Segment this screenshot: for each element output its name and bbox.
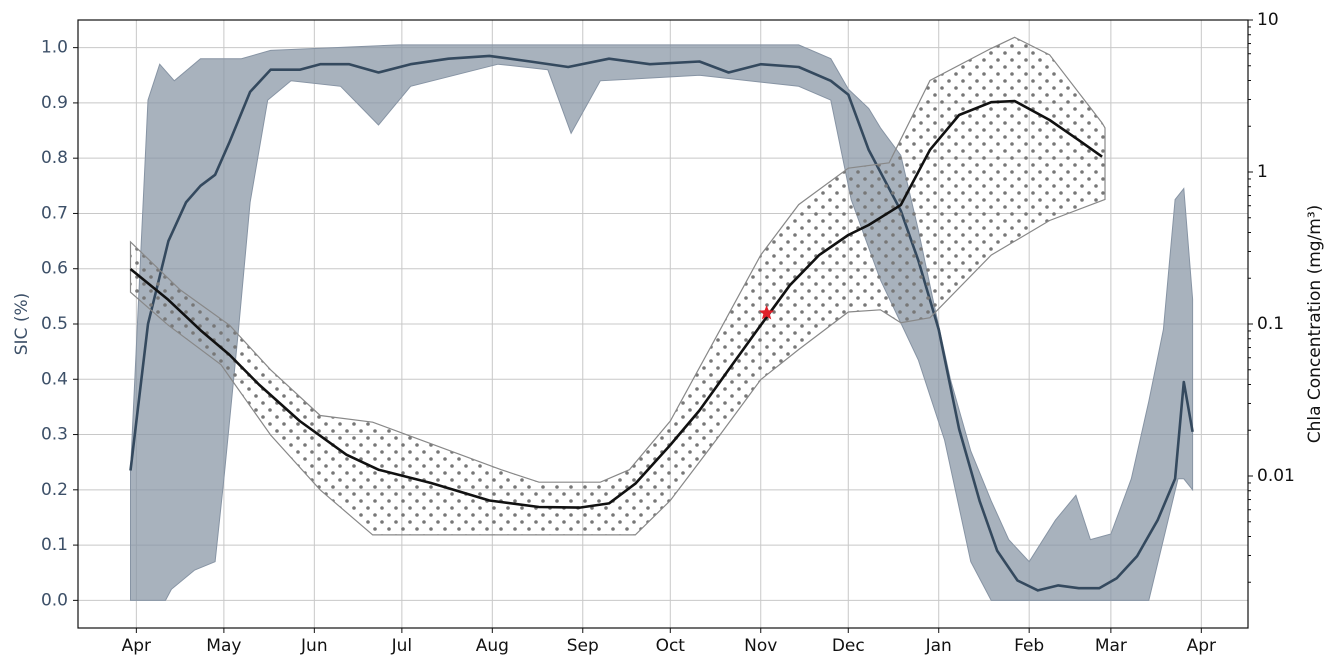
x-tick-label: Feb [1014, 636, 1044, 656]
star-marker [759, 305, 775, 320]
mean-line [129, 54, 1194, 592]
x-tick-label: Nov [744, 636, 777, 656]
chla-band [129, 36, 1106, 536]
y-tick-label: 0.7 [41, 203, 68, 223]
x-tick-label: Jun [300, 636, 328, 656]
y2-axis-label: Chla Concentration (mg/m³) [1305, 205, 1325, 444]
y2-tick-label: 0.01 [1257, 466, 1295, 486]
x-tick-label: Jul [391, 636, 413, 656]
y-tick-label: 0.8 [41, 148, 68, 168]
x-tick-label: Sep [567, 636, 599, 656]
y-tick-label: 0.3 [41, 425, 68, 445]
y-tick-label: 0.6 [41, 259, 68, 279]
x-tick-label: Apr [122, 636, 151, 656]
y-tick-label: 0.5 [41, 314, 68, 334]
mean-line [129, 99, 1103, 509]
plot-area [129, 36, 1194, 601]
y2-tick-label: 1 [1257, 162, 1268, 182]
y-tick-label: 0.0 [41, 590, 68, 610]
x-tick-label: Dec [832, 636, 865, 656]
y-tick-label: 0.1 [41, 535, 68, 555]
y2-tick-label: 10 [1257, 10, 1279, 30]
sic-band [130, 44, 1194, 601]
x-tick-label: Mar [1095, 636, 1127, 656]
x-tick-label: Apr [1187, 636, 1216, 656]
y-tick-label: 0.2 [41, 480, 68, 500]
y-tick-label: 1.0 [41, 38, 68, 58]
x-tick-label: Jan [925, 636, 952, 656]
y-tick-label: 0.9 [41, 93, 68, 113]
y2-tick-label: 0.1 [1257, 314, 1284, 334]
x-tick-label: Oct [656, 636, 686, 656]
x-tick-label: May [206, 636, 241, 656]
x-tick-label: Aug [476, 636, 509, 656]
y-tick-label: 0.4 [41, 369, 68, 389]
y-axis-label: SIC (%) [12, 293, 32, 356]
